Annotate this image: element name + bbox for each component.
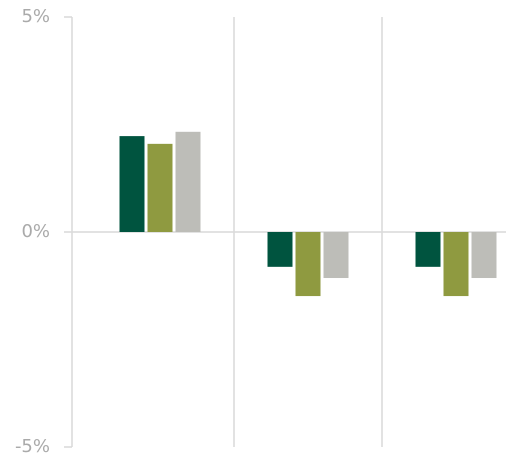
y-tick-label: 0% — [21, 221, 50, 242]
bar — [175, 131, 201, 232]
bar — [471, 232, 497, 279]
bar — [267, 232, 293, 267]
bar — [323, 232, 349, 279]
bar — [147, 143, 173, 232]
y-tick-label: -5% — [15, 436, 50, 457]
y-tick-label: 5% — [21, 6, 50, 27]
bar — [295, 232, 321, 297]
bar — [119, 136, 145, 232]
bar — [415, 232, 441, 267]
bar — [443, 232, 469, 297]
